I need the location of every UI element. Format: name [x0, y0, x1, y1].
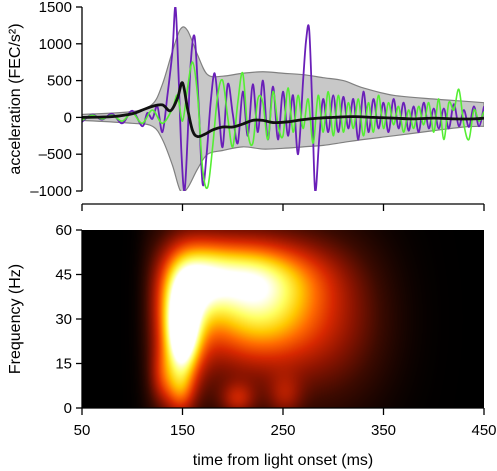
spectrogram-y-axis-title: Frequency (Hz)	[7, 264, 24, 374]
acceleration-axes: 1500 1000 500 0 –500 –1000	[30, 0, 485, 211]
spectrogram-x-axis-title: time from light onset (ms)	[193, 452, 373, 469]
mean-line	[82, 81, 484, 139]
spectrogram-x-tick-label: 250	[270, 422, 295, 439]
acceleration-y-tick-label: 1000	[39, 36, 72, 53]
spectrogram-y-tick-label: 60	[55, 222, 72, 239]
spectrogram-x-tick-label: 50	[74, 422, 91, 439]
spectrogram-axes: 0 15 30 45 60 50 150 250 350 450	[55, 222, 496, 439]
acceleration-y-tick-label: 0	[64, 109, 72, 126]
spectrogram-y-tick-label: 0	[64, 400, 72, 417]
acceleration-y-tick-label: 500	[47, 73, 72, 90]
acceleration-plot-area	[82, 7, 484, 191]
trace-green-line	[82, 61, 484, 190]
spectrogram-heatmap	[82, 230, 484, 408]
acceleration-y-tick-label: –1000	[30, 183, 72, 200]
acceleration-panel: 1500 1000 500 0 –500 –1000 acceleration (FEC/…	[7, 0, 485, 211]
acceleration-y-tick-label: –500	[39, 146, 72, 163]
spectrogram-y-tick-label: 15	[55, 356, 72, 373]
spectrogram-x-tick-label: 150	[170, 422, 195, 439]
spectrogram-x-tick-label: 350	[371, 422, 396, 439]
spectrogram-image-holder	[82, 230, 484, 408]
acceleration-y-tick-label: 1500	[39, 0, 72, 16]
spectrogram-panel: 0 15 30 45 60 50 150 250 350 450 Frequency (Hz) t…	[7, 222, 497, 469]
acceleration-y-axis-title: acceleration (FEC/s²)	[7, 23, 24, 174]
spectrogram-y-tick-label: 30	[55, 311, 72, 328]
spectrogram-y-tick-label: 45	[55, 267, 72, 284]
spectrogram-x-tick-label: 450	[471, 422, 496, 439]
